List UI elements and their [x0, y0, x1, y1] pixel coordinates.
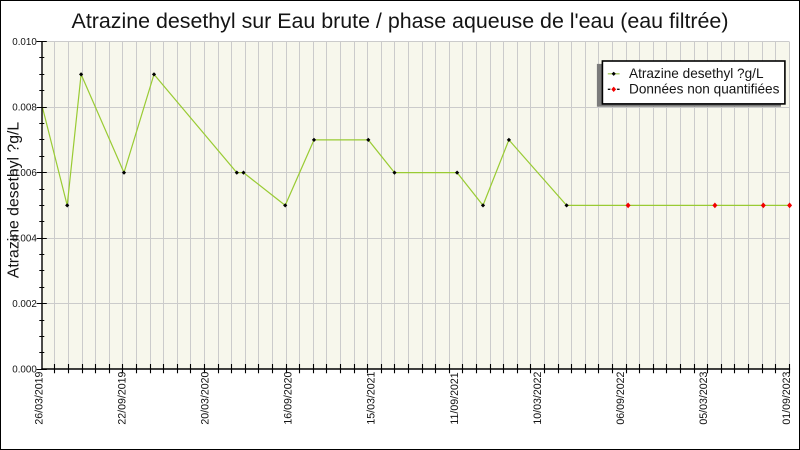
svg-text:0.008: 0.008 — [12, 103, 37, 114]
svg-text:0.006: 0.006 — [12, 168, 37, 179]
svg-text:Données non quantifiées: Données non quantifiées — [629, 82, 780, 97]
svg-text:10/03/2022: 10/03/2022 — [532, 371, 544, 424]
svg-text:11/09/2021: 11/09/2021 — [449, 372, 461, 424]
svg-text:16/09/2020: 16/09/2020 — [283, 371, 295, 424]
svg-text:05/03/2023: 05/03/2023 — [698, 371, 710, 424]
svg-text:Atrazine desethyl ?g/L: Atrazine desethyl ?g/L — [5, 122, 22, 279]
svg-text:26/03/2019: 26/03/2019 — [34, 371, 46, 424]
svg-text:01/09/2023: 01/09/2023 — [781, 371, 793, 424]
svg-text:06/09/2022: 06/09/2022 — [615, 371, 627, 424]
svg-text:Atrazine desethyl ?g/L: Atrazine desethyl ?g/L — [629, 66, 764, 81]
svg-text:0.010: 0.010 — [12, 37, 37, 48]
svg-text:20/03/2020: 20/03/2020 — [200, 371, 212, 424]
svg-text:0.000: 0.000 — [12, 365, 37, 376]
svg-text:0.002: 0.002 — [12, 299, 37, 310]
svg-text:0.004: 0.004 — [12, 234, 37, 245]
svg-text:22/09/2019: 22/09/2019 — [117, 371, 129, 424]
svg-text:Atrazine desethyl sur Eau brut: Atrazine desethyl sur Eau brute / phase … — [72, 9, 729, 33]
svg-text:15/03/2021: 15/03/2021 — [366, 371, 378, 424]
